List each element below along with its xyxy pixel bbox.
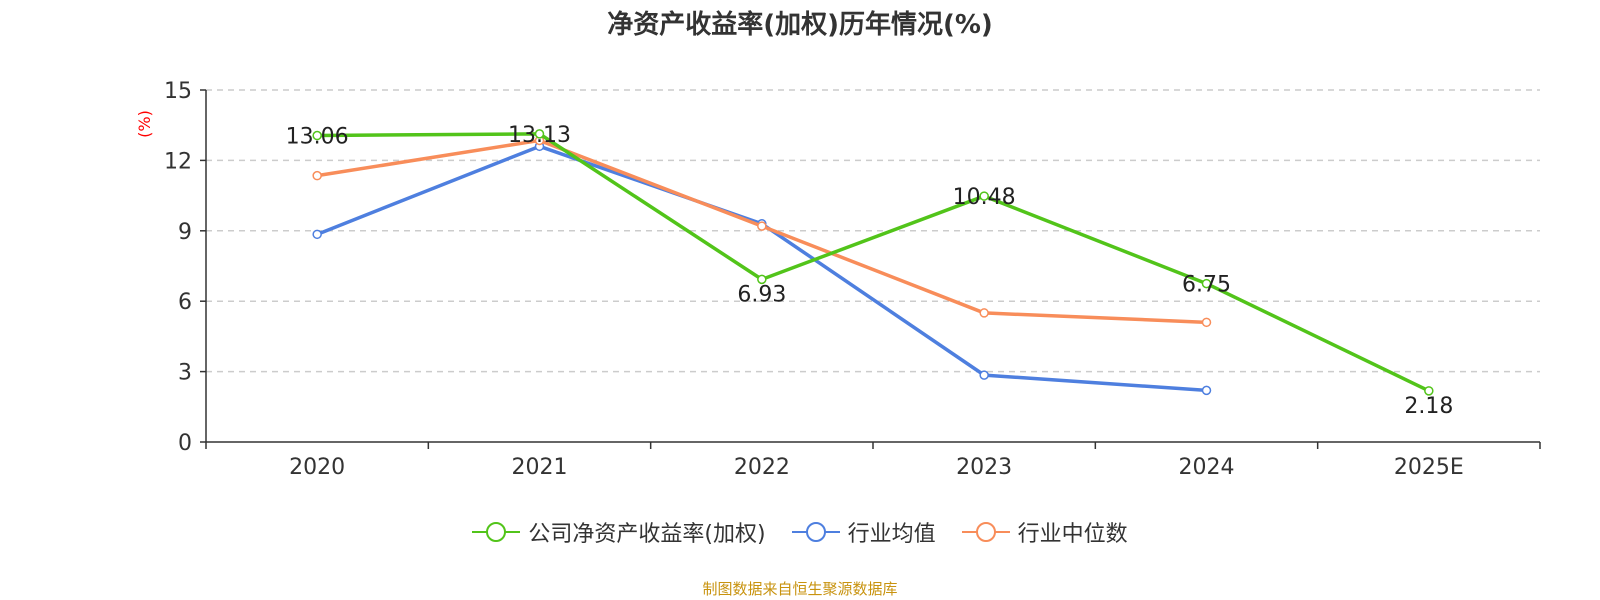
y-tick-label: 6 xyxy=(178,290,192,315)
x-tick-label: 2024 xyxy=(1179,455,1235,480)
data-point xyxy=(979,191,989,201)
data-point xyxy=(979,308,989,318)
y-tick-label: 12 xyxy=(164,149,192,174)
legend: 公司净资产收益率(加权) 行业均值 行业中位数 xyxy=(0,516,1600,548)
data-point xyxy=(979,370,989,380)
x-tick-label: 2020 xyxy=(289,455,345,480)
data-point xyxy=(312,130,322,141)
legend-marker-industry-median xyxy=(961,522,1010,542)
y-tick-label: 15 xyxy=(164,79,192,104)
y-tick-label: 0 xyxy=(178,431,192,456)
legend-item-company[interactable]: 公司净资产收益率(加权) xyxy=(472,516,766,548)
legend-label-industry-median: 行业中位数 xyxy=(1017,522,1128,547)
legend-marker-industry-mean xyxy=(791,522,840,542)
y-tick-label: 9 xyxy=(178,220,192,245)
y-axis-label: (%) xyxy=(135,110,154,138)
data-label: 13.06 xyxy=(286,125,349,150)
data-point xyxy=(1201,317,1212,328)
data-point xyxy=(312,229,322,240)
legend-marker-company xyxy=(472,522,521,542)
data-point xyxy=(1424,386,1434,396)
x-tick-label: 2025E xyxy=(1394,455,1464,480)
data-label: 10.48 xyxy=(953,185,1016,210)
data-point xyxy=(1201,385,1212,396)
x-tick-label: 2022 xyxy=(734,455,790,480)
legend-label-industry-mean: 行业均值 xyxy=(847,522,936,547)
series-line xyxy=(317,132,1430,393)
data-label: 13.13 xyxy=(508,123,571,148)
x-tick-label: 2021 xyxy=(512,455,568,480)
data-label: 6.93 xyxy=(737,282,786,307)
data-point xyxy=(757,274,767,285)
data-label: 6.75 xyxy=(1182,273,1231,298)
legend-item-industry-mean[interactable]: 行业均值 xyxy=(791,516,936,548)
data-label: 2.18 xyxy=(1404,394,1453,419)
data-point xyxy=(534,129,545,139)
legend-label-company: 公司净资产收益率(加权) xyxy=(528,522,766,547)
x-tick-label: 2023 xyxy=(956,455,1012,480)
legend-item-industry-median[interactable]: 行业中位数 xyxy=(961,516,1128,548)
data-point xyxy=(1201,278,1212,289)
data-point xyxy=(312,170,322,181)
series-line xyxy=(316,144,1207,393)
data-point xyxy=(757,221,767,231)
source-note: 制图数据来自恒生聚源数据库 xyxy=(702,580,898,598)
y-tick-label: 3 xyxy=(178,361,192,386)
chart-title: 净资产收益率(加权)历年情况(%) xyxy=(607,10,993,40)
